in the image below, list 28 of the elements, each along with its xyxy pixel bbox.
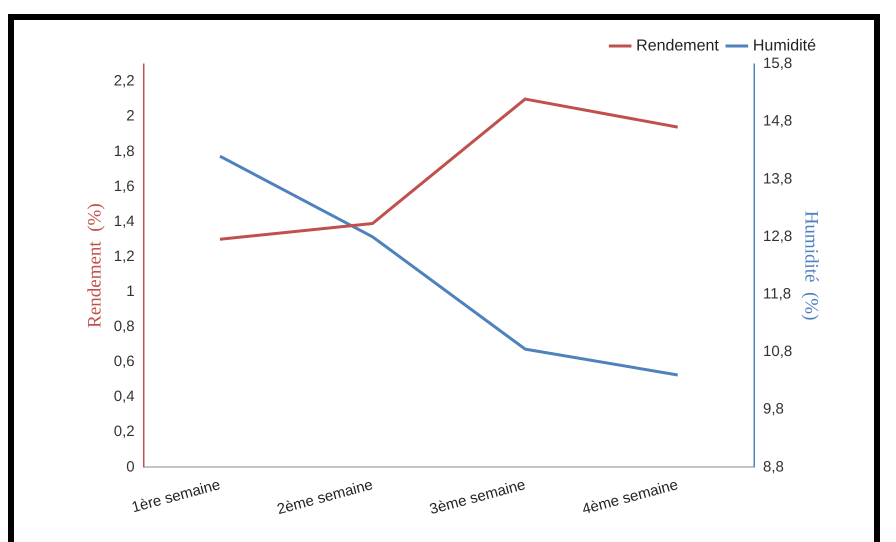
legend-label: Rendement <box>636 37 720 54</box>
y-tick-label: 0,8 <box>114 318 135 336</box>
y-tick-label: 0,2 <box>114 423 135 440</box>
y-tick-label: 1,6 <box>114 178 135 195</box>
y-tick-label: 0,4 <box>114 388 135 406</box>
y-tick-label: 1,4 <box>114 212 135 230</box>
y-tick-label: 0,6 <box>114 353 135 370</box>
x-tick-label: 1ère semaine <box>130 476 222 516</box>
y2-tick-label: 8,8 <box>763 458 784 476</box>
y2-tick-label: 15,8 <box>763 55 792 72</box>
y-tick-label: 1,2 <box>114 248 135 265</box>
y-tick-label: 2 <box>126 108 135 125</box>
y-tick-label: 1,8 <box>114 142 135 160</box>
y2-tick-label: 14,8 <box>763 112 792 130</box>
y2-axis-title: Humidité (%) <box>800 210 822 320</box>
y-tick-label: 2,2 <box>114 72 135 90</box>
y2-tick-label: 12,8 <box>763 228 792 245</box>
y2-tick-label: 10,8 <box>763 343 792 360</box>
y-tick-label: 1 <box>126 283 135 300</box>
x-tick-label: 2ème semaine <box>275 476 375 518</box>
y-axis-title: Rendement (%) <box>84 203 106 328</box>
y2-tick-label: 13,8 <box>763 170 792 188</box>
x-tick-label: 3ème semaine <box>428 476 528 518</box>
y2-tick-label: 9,8 <box>763 400 784 418</box>
y-tick-label: 0 <box>126 458 135 476</box>
y2-tick-label: 11,8 <box>763 286 792 303</box>
legend-label: Humidité <box>752 37 816 54</box>
x-tick-label: 4ème semaine <box>580 476 680 518</box>
